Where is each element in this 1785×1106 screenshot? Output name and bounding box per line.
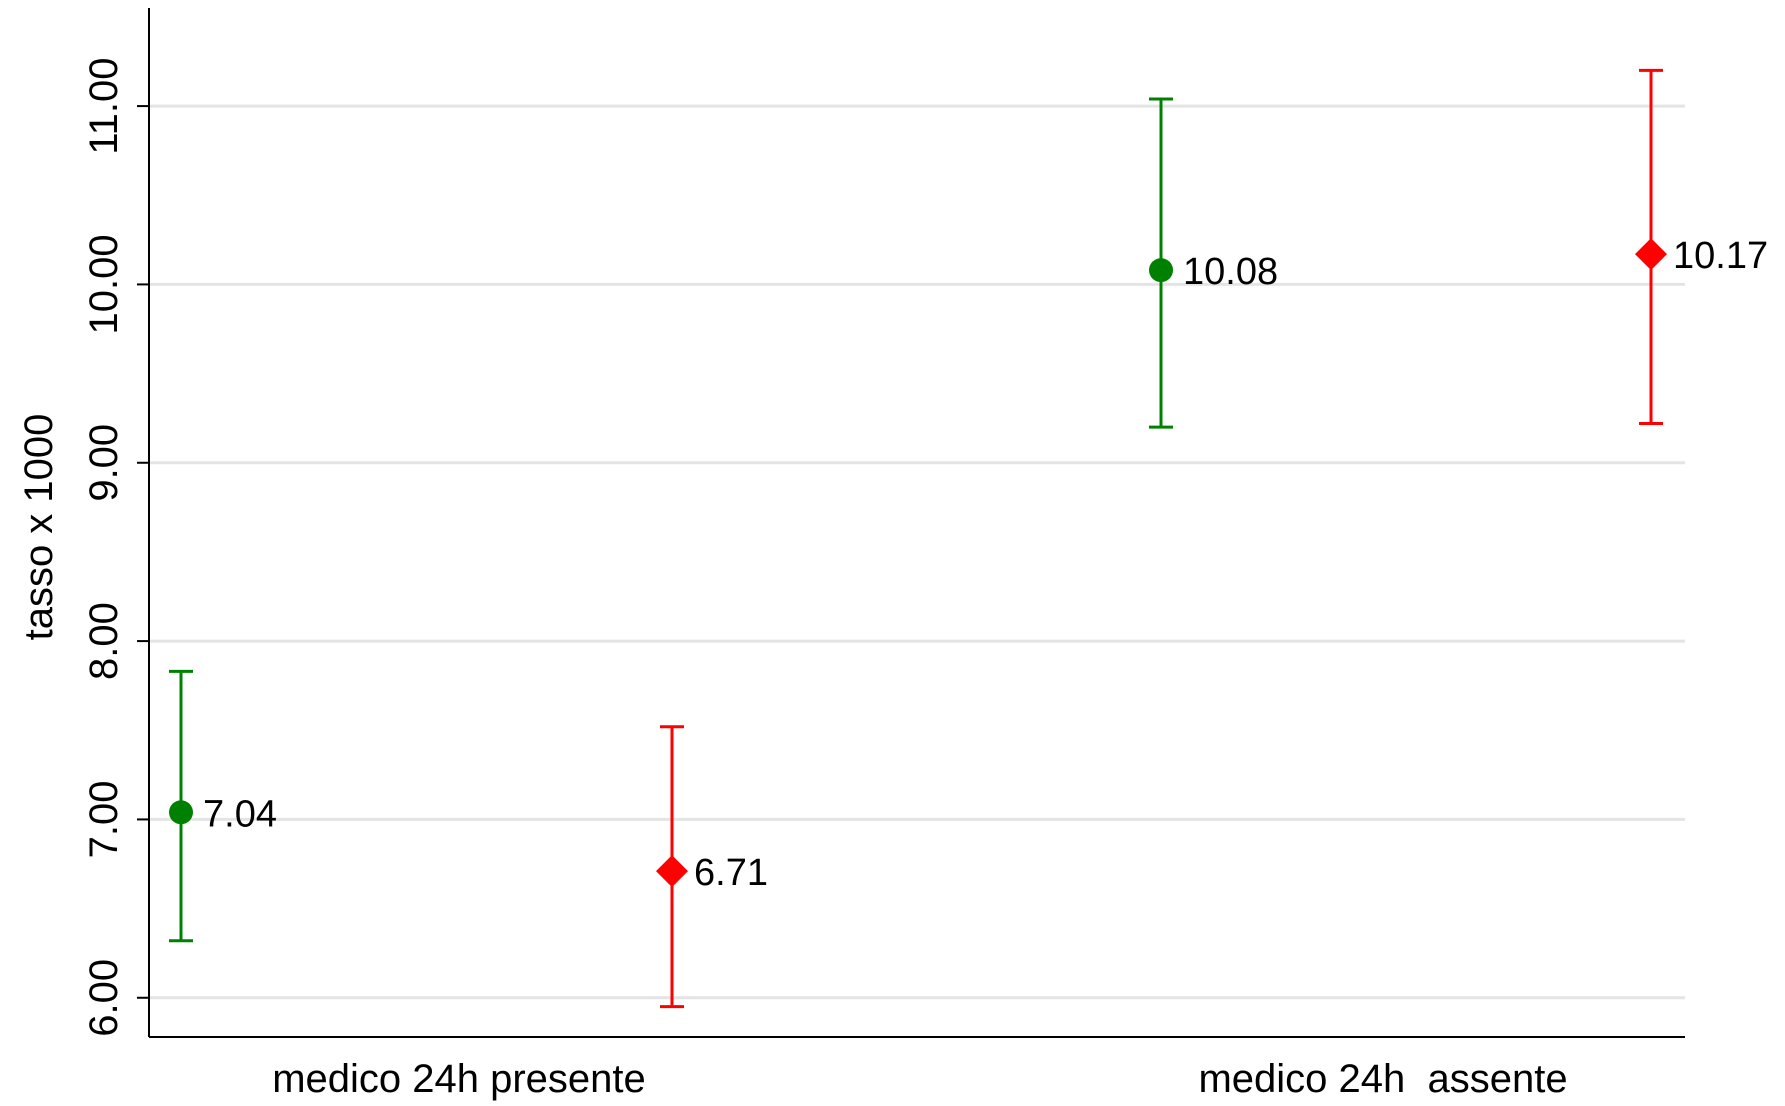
- category-label-1: medico 24h assente: [1198, 1057, 1567, 1101]
- data-label-1: 6.71: [694, 852, 768, 894]
- data-label-2: 10.08: [1183, 251, 1278, 293]
- y-tick-label-0: 6.00: [82, 959, 126, 1037]
- data-label-3: 10.17: [1673, 235, 1768, 277]
- data-label-0: 7.04: [203, 793, 277, 835]
- axes: [148, 8, 1685, 1038]
- point-marker-1: [656, 855, 688, 888]
- grid-lines: [149, 104, 1685, 1000]
- y-tick-label-3: 9.00: [82, 424, 126, 502]
- category-labels: medico 24h presente medico 24h assente: [272, 1057, 1567, 1101]
- y-tick-label-5: 11.00: [82, 58, 126, 155]
- y-axis-title: tasso x 1000: [17, 414, 61, 641]
- point-marker-3: [1635, 238, 1667, 271]
- y-tick-label-4: 10.00: [82, 234, 126, 334]
- category-label-0: medico 24h presente: [272, 1057, 646, 1101]
- y-ticks: 6.00 7.00 8.00 9.00 10.00 11.00: [82, 58, 149, 1037]
- data-marks: 7.04 6.71 10.08 10.17: [169, 68, 1768, 1009]
- point-marker-2: [1149, 258, 1173, 283]
- y-tick-label-1: 7.00: [82, 781, 126, 859]
- y-tick-label-2: 8.00: [82, 602, 126, 680]
- point-marker-0: [169, 800, 193, 825]
